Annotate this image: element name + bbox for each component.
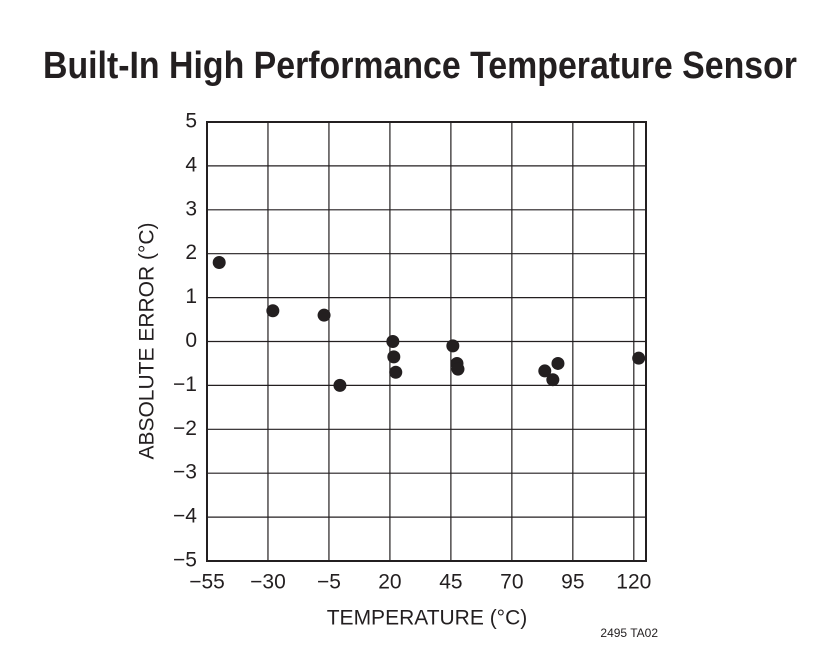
point (632, 351, 646, 365)
x-tick-label: −30 (250, 571, 286, 594)
point (538, 364, 552, 378)
y-tick-label: −5 (173, 549, 197, 572)
point (212, 255, 226, 269)
x-tick-label: −55 (189, 571, 225, 594)
x-tick-label: 20 (378, 571, 401, 594)
y-tick-label: 5 (185, 110, 197, 133)
chart-title: Built-In High Performance Temperature Se… (43, 45, 797, 87)
y-tick-label: 4 (185, 153, 197, 176)
point (387, 350, 401, 364)
x-tick-label: 95 (561, 571, 584, 594)
x-tick-label: 120 (616, 571, 651, 594)
y-axis-label: ABSOLUTE ERROR (°C) (136, 222, 159, 459)
point (546, 373, 560, 387)
y-tick-label: −4 (173, 505, 197, 528)
annotation: 2495 TA02 (600, 626, 658, 640)
y-tick-label: −2 (173, 417, 197, 440)
x-tick-label: 70 (500, 571, 523, 594)
x-axis-label: TEMPERATURE (°C) (327, 607, 528, 630)
x-tick-label: 45 (439, 571, 462, 594)
point (551, 356, 565, 370)
point (451, 362, 465, 376)
y-tick-label: 0 (185, 329, 197, 352)
y-tick-label: 3 (185, 197, 197, 220)
y-tick-label: 2 (185, 241, 197, 264)
point (333, 378, 347, 392)
point (389, 365, 403, 379)
x-tick-label: −5 (317, 571, 341, 594)
point (446, 339, 460, 353)
y-tick-label: −3 (173, 461, 197, 484)
plot-frame (206, 121, 647, 562)
y-tick-label: −1 (173, 373, 197, 396)
point (266, 304, 280, 318)
point (317, 308, 331, 322)
point (386, 335, 400, 348)
y-tick-label: 1 (185, 285, 197, 308)
